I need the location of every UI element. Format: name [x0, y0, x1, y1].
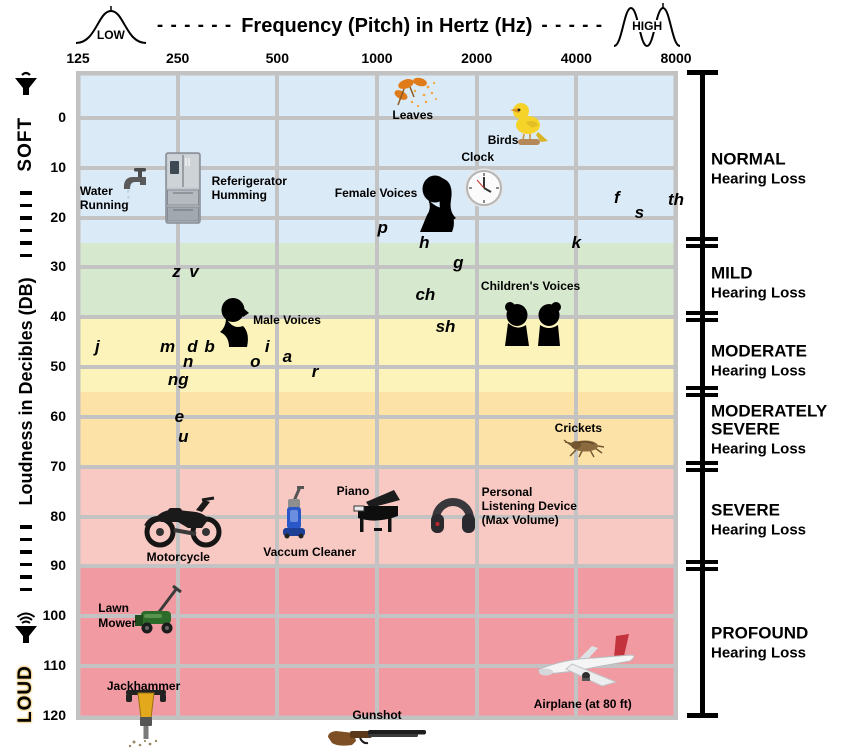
x-tick-500: 500: [265, 50, 290, 66]
severity-name: MODERATELY SEVERE: [711, 401, 827, 439]
grid-line-vertical: [574, 71, 579, 720]
y-tick-120: 120: [42, 706, 66, 723]
y-axis-label-strip: LOUD Loudness in Decibles (DB) SOFT: [0, 66, 52, 726]
grid-line-horizontal: [76, 564, 678, 569]
x-tick-4000: 4000: [560, 50, 592, 66]
low-frequency-wave-icon: LOW: [74, 5, 148, 47]
severity-label-severe: SEVERE Hearing Loss: [711, 500, 841, 539]
severity-label-moderately-severe: MODERATELY SEVERE Hearing Loss: [711, 401, 841, 458]
grid-line-horizontal: [76, 215, 678, 220]
high-frequency-wave-icon: HIGH: [612, 2, 682, 50]
y-tick-100: 100: [42, 607, 66, 624]
y-tick-110: 110: [43, 657, 66, 674]
y-tick-80: 80: [50, 507, 66, 524]
bracket-divider-tick: [686, 386, 718, 391]
grid-line-vertical: [474, 71, 479, 720]
grid-line-horizontal: [76, 464, 678, 469]
severity-label-mild: MILD Hearing Loss: [711, 263, 841, 302]
y-tick-40: 40: [50, 308, 66, 325]
severity-sub: Hearing Loss: [711, 362, 807, 380]
severity-sub: Hearing Loss: [711, 440, 807, 458]
bracket-divider-tick: [686, 560, 718, 565]
y-tick-70: 70: [50, 457, 66, 474]
y-tick-60: 60: [50, 407, 66, 424]
x-tick-250: 250: [165, 50, 190, 66]
chart-title-row: LOW - - - - - - Frequency (Pitch) in Her…: [70, 1, 686, 51]
grid-line-horizontal: [76, 315, 678, 320]
bracket-divider-tick: [686, 318, 718, 323]
y-tick-50: 50: [50, 358, 66, 375]
y-tick-0: 0: [58, 109, 66, 125]
x-tick-2000: 2000: [461, 50, 493, 66]
bracket-cap-top: [687, 70, 718, 75]
severity-sub: Hearing Loss: [711, 284, 807, 302]
severity-sub: Hearing Loss: [711, 170, 807, 188]
bracket-divider-tick: [686, 567, 718, 572]
bracket-divider-tick: [686, 460, 718, 465]
title-dashes-left: - - - - - -: [156, 15, 233, 36]
grid-line-vertical: [275, 71, 280, 720]
y-tick-30: 30: [50, 258, 66, 275]
bracket-divider-tick: [686, 243, 718, 248]
grid-line-horizontal: [76, 365, 678, 370]
severity-name: SEVERE: [711, 500, 780, 520]
chart-plot-area: [76, 71, 678, 720]
grid-line-horizontal: [76, 265, 678, 270]
grid-line-horizontal: [76, 664, 678, 669]
bracket-cap-bottom: [687, 713, 718, 718]
y-tick-90: 90: [50, 557, 66, 574]
severity-sub: Hearing Loss: [711, 521, 807, 539]
low-label: LOW: [96, 28, 125, 43]
page-title: Frequency (Pitch) in Hertz (Hz): [241, 14, 533, 37]
severity-name: NORMAL: [711, 149, 786, 169]
grid-line-horizontal: [76, 165, 678, 170]
grid-line-horizontal: [76, 614, 678, 619]
shotgun-icon: [326, 725, 428, 747]
severity-label-normal: NORMAL Hearing Loss: [711, 149, 841, 188]
grid-line-horizontal: [76, 116, 678, 120]
grid-line-vertical: [375, 71, 379, 720]
bracket-divider-tick: [686, 236, 718, 241]
x-tick-8000: 8000: [660, 50, 692, 66]
loud-speaker-icon: [12, 611, 40, 645]
grid-line-horizontal: [76, 414, 678, 419]
x-tick-125: 125: [66, 50, 90, 66]
severity-name: PROFOUND: [711, 623, 809, 643]
severity-sub: Hearing Loss: [711, 644, 807, 662]
grid-line-horizontal: [76, 514, 678, 519]
bracket-divider-tick: [686, 311, 718, 316]
severity-label-moderate: MODERATE Hearing Loss: [711, 341, 841, 380]
bracket-divider-tick: [686, 467, 718, 472]
y-tick-10: 10: [50, 158, 66, 175]
grid-line-vertical: [175, 71, 180, 720]
soft-speaker-icon: [13, 69, 39, 97]
high-label: HIGH: [631, 19, 664, 33]
title-dashes-right: - - - - -: [541, 15, 604, 36]
y-tick-20: 20: [50, 208, 66, 225]
severity-name: MILD: [711, 263, 753, 283]
severity-name: MODERATE: [711, 341, 808, 361]
severity-label-profound: PROFOUND Hearing Loss: [711, 623, 841, 662]
x-tick-1000: 1000: [361, 50, 393, 66]
bracket-divider-tick: [686, 393, 718, 398]
